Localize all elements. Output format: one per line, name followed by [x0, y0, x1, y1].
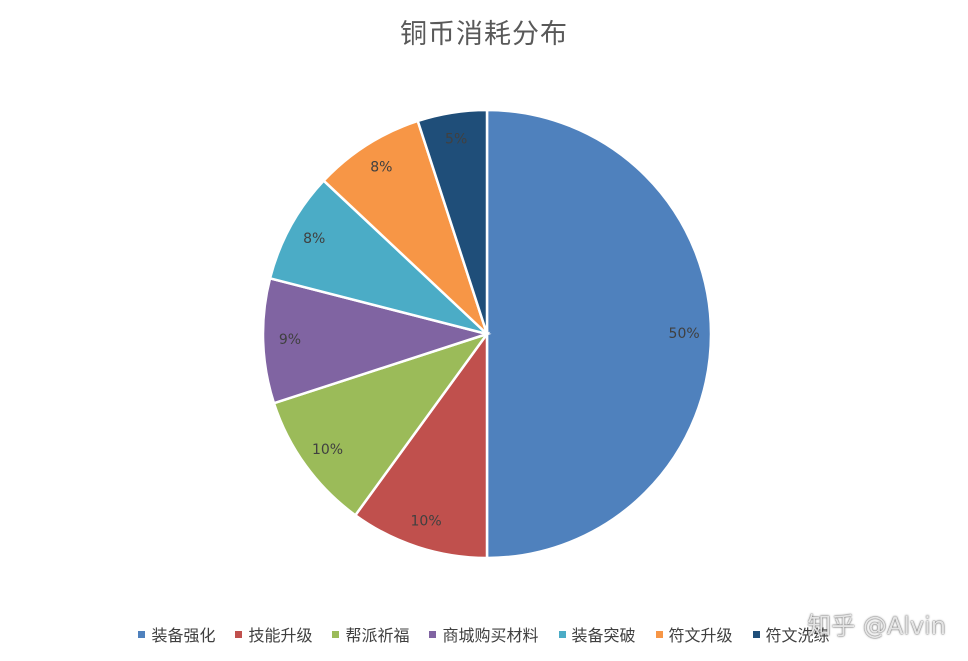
legend-label: 帮派祈福	[345, 626, 410, 645]
pie-slice-1	[485, 108, 713, 560]
pie-data-label-6: 8%	[370, 160, 392, 176]
pie-slice-5	[268, 178, 488, 336]
legend-swatch	[429, 630, 437, 638]
pie-slice-3	[272, 331, 491, 517]
pie-slice-2	[353, 330, 489, 560]
legend-item: 技能升级	[235, 622, 312, 646]
legend-label: 装备强化	[151, 626, 216, 645]
pie-slice-6	[321, 119, 489, 335]
legend-label: 装备突破	[571, 626, 636, 645]
pie-slice-7	[416, 108, 489, 335]
legend-label: 符文洗练	[765, 626, 830, 645]
chart-legend: 装备强化 技能升级 帮派祈福 商城购买材料 装备突破 符文升级 符文洗练	[0, 620, 968, 648]
legend-swatch	[558, 630, 566, 638]
legend-item: 帮派祈福	[332, 622, 409, 646]
legend-item: 装备突破	[558, 622, 636, 646]
pie-data-label-2: 10%	[411, 513, 442, 529]
pie-data-label-7: 5%	[445, 131, 467, 147]
legend-label: 符文升级	[668, 626, 733, 645]
pie-data-labels: 50% 10% 10% 9% 8% 8% 5%	[279, 131, 700, 529]
legend-swatch	[138, 630, 146, 638]
pie-data-label-3: 10%	[312, 442, 343, 458]
chart-title: 铜币消耗分布	[400, 19, 568, 50]
legend-item: 商城购买材料	[429, 622, 539, 646]
legend-item: 符文升级	[655, 622, 733, 646]
legend-swatch	[655, 630, 663, 638]
pie-slice-4	[261, 276, 492, 405]
pie-data-label-5: 8%	[303, 231, 325, 247]
pie-data-label-1: 50%	[669, 326, 700, 342]
legend-label: 商城购买材料	[442, 626, 539, 645]
legend-swatch	[752, 630, 760, 638]
legend-item: 符文洗练	[752, 622, 830, 646]
pie-data-label-4: 9%	[279, 332, 301, 348]
legend-swatch	[332, 630, 340, 638]
legend-label: 技能升级	[248, 626, 313, 645]
pie-slices	[261, 108, 713, 560]
legend-swatch	[235, 630, 243, 638]
legend-item: 装备强化	[138, 622, 215, 646]
